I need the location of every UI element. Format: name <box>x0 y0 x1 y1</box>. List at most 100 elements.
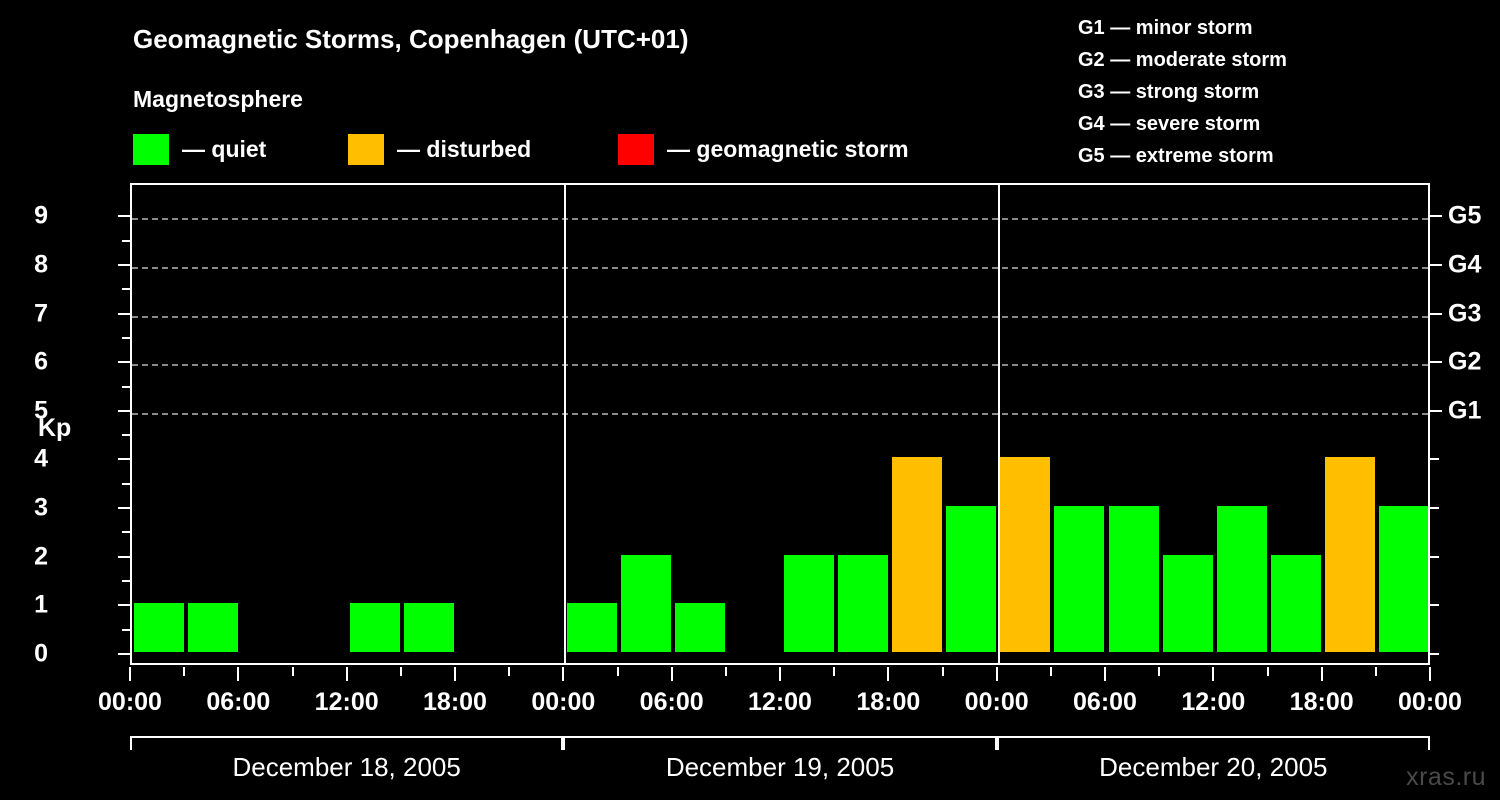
g-tick-minor <box>1430 604 1439 607</box>
y-tick-minor <box>122 482 130 485</box>
bar <box>187 603 238 652</box>
x-tick-label: 00:00 <box>98 688 162 716</box>
y-tick-mark-0 <box>118 653 130 655</box>
bar <box>621 554 672 652</box>
legend-label-geomagnetic-storm: — geomagnetic storm <box>667 135 909 162</box>
x-tick-minor <box>291 667 294 676</box>
x-tick-mark <box>454 667 456 681</box>
day-label-3: December 20, 2005 <box>1099 752 1328 782</box>
bar <box>404 603 455 652</box>
x-tick-minor <box>183 667 186 676</box>
legend-swatch-disturbed-icon <box>348 133 384 165</box>
day-bracket-3 <box>996 736 1430 750</box>
x-tick-mark <box>1104 667 1106 681</box>
bar <box>891 457 942 652</box>
x-tick-mark <box>129 667 131 681</box>
y-tick-label-9: 9 <box>34 201 48 230</box>
bar <box>1271 554 1322 652</box>
x-tick-minor <box>616 667 619 676</box>
bar <box>350 603 401 652</box>
x-tick-minor <box>1266 667 1269 676</box>
y-tick-label-0: 0 <box>34 639 48 668</box>
x-tick-minor <box>399 667 402 676</box>
x-tick-mark <box>345 667 348 681</box>
y-tick-label-5: 5 <box>34 396 48 425</box>
page-title: Geomagnetic Storms, Copenhagen (UTC+01) <box>133 24 689 54</box>
day-label-1: December 18, 2005 <box>232 752 461 782</box>
y-tick-mark-3 <box>118 507 130 510</box>
y-tick-mark-4 <box>118 458 130 461</box>
day-label-2: December 19, 2005 <box>665 752 895 782</box>
x-tick-mark <box>995 667 998 681</box>
x-tick-mark <box>1429 667 1431 681</box>
g-legend-line-1: G1 — minor storm <box>1078 17 1253 39</box>
x-tick-minor <box>941 667 944 676</box>
g-legend-line-3: G3 — strong storm <box>1078 81 1260 103</box>
g-tick-label-G4: G4 <box>1448 250 1482 279</box>
g-scale-legend: G1 — minor storm G2 — moderate storm G3 — … <box>1078 12 1287 172</box>
y-tick-label-7: 7 <box>34 299 48 328</box>
x-tick-mark <box>237 667 240 681</box>
g-tick-label-G5: G5 <box>1448 201 1482 230</box>
day-divider <box>564 185 567 663</box>
x-tick-minor <box>508 667 511 676</box>
watermark: xras.ru <box>1406 763 1486 791</box>
x-tick-mark <box>779 667 781 681</box>
y-tick-minor <box>122 531 130 534</box>
x-tick-label: 18:00 <box>423 688 487 716</box>
x-tick-minor <box>833 667 836 676</box>
y-tick-label-1: 1 <box>34 590 48 619</box>
g-tick-label-G3: G3 <box>1448 299 1482 328</box>
y-tick-minor <box>122 580 130 583</box>
x-tick-minor <box>1049 667 1052 676</box>
y-tick-minor <box>122 628 130 631</box>
legend-entry-geomagnetic-storm: — geomagnetic storm <box>618 133 909 165</box>
g-tick-minor <box>1430 555 1439 558</box>
x-tick-label: 12:00 <box>748 688 812 716</box>
gridline-kp-6 <box>132 364 1428 367</box>
g-tick-label-G1: G1 <box>1448 396 1482 425</box>
x-tick-mark <box>1212 667 1215 681</box>
series-title: Magnetosphere <box>133 86 303 112</box>
bar <box>1054 506 1105 652</box>
y-tick-mark-6 <box>118 361 130 364</box>
legend-swatch-quiet-icon <box>133 133 169 165</box>
y-tick-mark-9 <box>118 215 130 218</box>
x-tick-label: 18:00 <box>1289 688 1354 716</box>
bar <box>1379 506 1428 652</box>
x-tick-label: 00:00 <box>964 688 1029 716</box>
y-tick-label-4: 4 <box>34 444 48 473</box>
legend-entry-quiet: — quiet <box>133 133 266 165</box>
g-tick-minor <box>1430 458 1439 461</box>
g-tick-mark-G5 <box>1430 215 1442 218</box>
g-tick-mark-G2 <box>1430 361 1442 364</box>
gridline-kp-9 <box>132 218 1428 221</box>
x-tick-label: 00:00 <box>531 688 596 716</box>
bar <box>783 554 834 652</box>
g-tick-minor <box>1430 653 1439 655</box>
y-tick-minor <box>122 434 130 437</box>
plot-inner <box>132 185 1428 663</box>
x-tick-mark <box>562 667 565 681</box>
x-tick-minor <box>1158 667 1161 676</box>
y-tick-mark-7 <box>118 312 130 315</box>
gridline-kp-5 <box>132 412 1428 415</box>
g-tick-mark-G3 <box>1430 312 1442 315</box>
y-tick-label-2: 2 <box>34 542 48 571</box>
y-tick-minor <box>122 385 130 388</box>
day-bracket-1 <box>130 736 564 750</box>
y-tick-mark-5 <box>118 409 130 412</box>
x-tick-label: 18:00 <box>856 688 921 716</box>
bar <box>946 506 997 652</box>
y-axis-title: Kp <box>38 414 72 442</box>
legend-swatch-geomagnetic-storm-icon <box>618 133 654 165</box>
x-tick-minor <box>724 667 727 676</box>
x-tick-mark <box>887 667 890 681</box>
day-divider <box>997 185 1000 663</box>
bar <box>1162 554 1213 652</box>
g-tick-mark-G1 <box>1430 409 1442 412</box>
y-tick-mark-1 <box>118 604 130 607</box>
g-tick-label-G2: G2 <box>1448 347 1482 376</box>
gridline-kp-7 <box>132 315 1428 318</box>
bar <box>675 603 726 652</box>
